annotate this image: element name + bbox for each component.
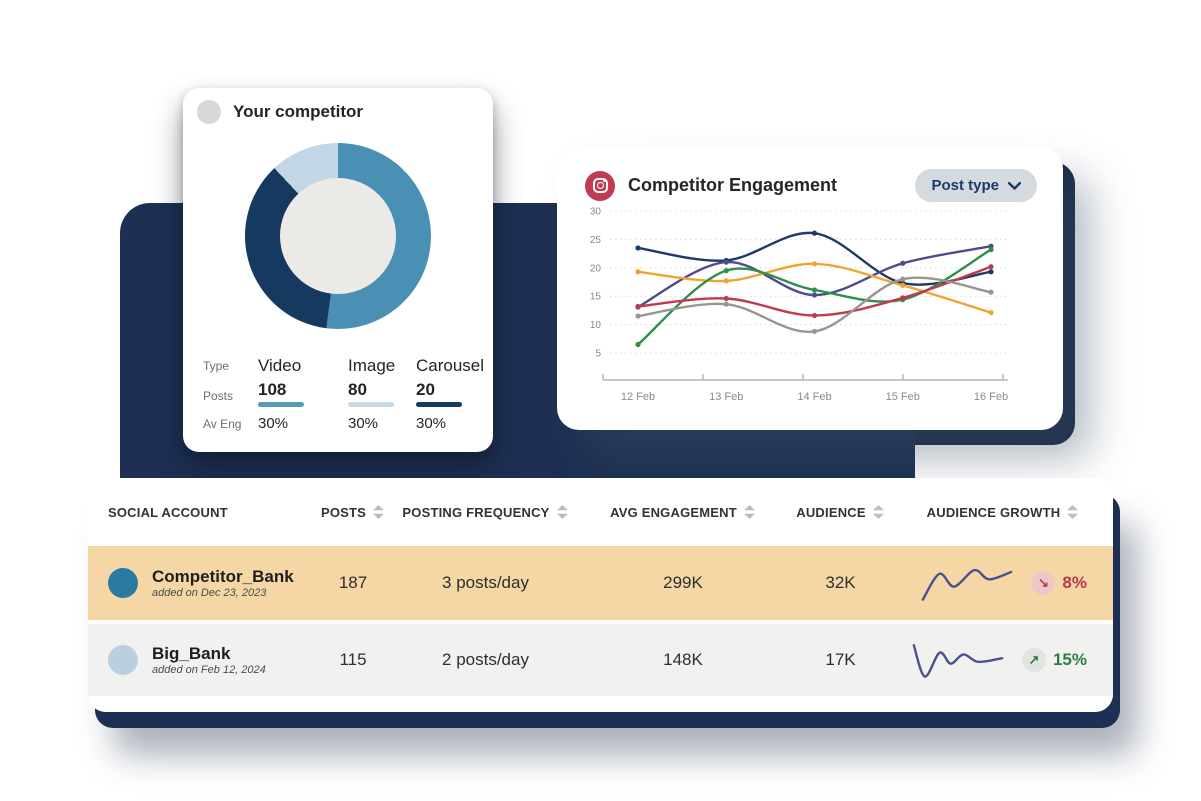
account-added-date: added on Feb 12, 2024 <box>152 663 266 676</box>
legend-type: Video <box>258 356 302 375</box>
legend-posts: 108 <box>258 380 348 411</box>
account-name: Big_Bank <box>152 644 231 664</box>
competitor-engagement-card: Competitor Engagement Post type 5 10 15 20 2… <box>557 147 1063 430</box>
svg-text:15 Feb: 15 Feb <box>886 391 920 403</box>
legend-type: Carousel <box>416 356 485 375</box>
posts-cell: 115 <box>339 650 367 669</box>
engagement-card-title: Competitor Engagement <box>628 175 838 195</box>
account-avatar <box>108 644 138 675</box>
svg-text:5: 5 <box>595 349 601 360</box>
audience-growth-cell: ↘ 8% <box>893 561 1113 605</box>
camera-dot <box>603 180 606 183</box>
trend-down-arrow-icon: ↘ <box>1031 571 1056 595</box>
avg-engagement-cell: 299K <box>663 573 703 592</box>
post-type-dropdown[interactable]: Post type <box>915 169 1037 202</box>
legend-row-label: Posts <box>203 388 234 403</box>
account-avatar <box>108 567 138 598</box>
sort-icon[interactable] <box>1066 504 1079 520</box>
social-accounts-table-card: SOCIAL ACCOUNT POSTS POSTING FREQUENCY A… <box>88 478 1113 712</box>
svg-text:12 Feb: 12 Feb <box>621 391 655 403</box>
pie-legend: Type Video Image Carousel Posts 108 80 2… <box>203 356 484 432</box>
posting-frequency-cell: 3 posts/day <box>442 573 529 592</box>
table-header-row: SOCIAL ACCOUNT POSTS POSTING FREQUENCY A… <box>88 478 1113 546</box>
instagram-icon <box>585 170 615 201</box>
trend-up-arrow-icon: ↗ <box>1021 648 1046 672</box>
header-social-account: SOCIAL ACCOUNT <box>108 504 228 520</box>
header-audience-growth[interactable]: AUDIENCE GROWTH <box>893 504 1113 520</box>
camera-lens <box>596 182 604 189</box>
post-type-donut-chart <box>245 143 431 329</box>
svg-text:13 Feb: 13 Feb <box>709 391 743 403</box>
legend-posts: 80 <box>348 380 416 411</box>
legend-avg-engagement: 30% <box>348 415 379 432</box>
header-posts[interactable]: POSTS <box>313 504 393 520</box>
growth-sparkline <box>922 568 1013 601</box>
svg-text:20: 20 <box>590 263 602 274</box>
table-row-competitor-bank[interactable]: Competitor_Bank added on Dec 23, 2023 18… <box>88 546 1113 620</box>
chevron-down-icon <box>1008 181 1021 190</box>
audience-cell: 17K <box>825 650 856 669</box>
camera-body <box>592 178 608 193</box>
legend-row-label: Av Eng <box>203 416 242 431</box>
donut-hole <box>280 178 396 294</box>
growth-percent: 15% <box>1052 650 1087 669</box>
social-accounts-table: SOCIAL ACCOUNT POSTS POSTING FREQUENCY A… <box>88 478 1113 712</box>
competitor-avatar <box>197 100 221 124</box>
sort-icon[interactable] <box>556 504 569 520</box>
legend-type: Image <box>348 356 396 375</box>
posts-cell: 187 <box>338 573 368 592</box>
account-name: Competitor_Bank <box>152 567 294 587</box>
legend-posts: 20 <box>416 380 484 411</box>
audience-cell: 32K <box>825 573 856 592</box>
legend-avg-engagement: 30% <box>258 415 289 432</box>
growth-badge: ↘ 8% <box>1031 571 1087 595</box>
pie-card-title: Your competitor <box>233 102 364 121</box>
header-avg-engagement[interactable]: AVG ENGAGEMENT <box>578 504 788 520</box>
svg-text:10: 10 <box>590 320 602 331</box>
growth-badge: ↗ 15% <box>1021 648 1087 672</box>
svg-text:16 Feb: 16 Feb <box>974 391 1008 403</box>
header-audience[interactable]: AUDIENCE <box>788 504 893 520</box>
audience-growth-cell: ↗ 15% <box>893 638 1113 682</box>
table-row-big-bank[interactable]: Big_Bank added on Feb 12, 2024 115 2 pos… <box>88 624 1113 696</box>
svg-text:15: 15 <box>590 292 602 303</box>
growth-sparkline <box>912 644 1004 678</box>
sort-icon[interactable] <box>372 504 385 520</box>
legend-avg-engagement: 30% <box>416 415 447 432</box>
sort-icon[interactable] <box>743 504 756 520</box>
legend-color-bar <box>348 402 394 407</box>
account-cell: Big_Bank added on Feb 12, 2024 <box>88 644 313 676</box>
svg-text:25: 25 <box>590 235 602 246</box>
legend-color-bar <box>416 402 462 407</box>
svg-text:30: 30 <box>590 207 602 218</box>
account-cell: Competitor_Bank added on Dec 23, 2023 <box>88 567 313 599</box>
growth-percent: 8% <box>1062 573 1087 592</box>
legend-color-bar <box>258 402 304 407</box>
legend-row-label: Type <box>203 359 230 373</box>
engagement-card-header: Competitor Engagement Post type <box>585 169 1037 202</box>
engagement-line-chart: 5 10 15 20 25 30 12 Feb 13 Feb 14 Feb 15 Feb 16 Fe… <box>590 207 1010 403</box>
header-posting-frequency[interactable]: POSTING FREQUENCY <box>393 504 578 520</box>
pie-card-header: Your competitor <box>197 100 363 124</box>
competitor-post-type-card: Your competitor Type Video Image Carouse… <box>183 88 493 452</box>
svg-text:14 Feb: 14 Feb <box>797 391 831 403</box>
sort-icon[interactable] <box>872 504 885 520</box>
posting-frequency-cell: 2 posts/day <box>442 650 529 669</box>
avg-engagement-cell: 148K <box>663 650 703 669</box>
account-added-date: added on Dec 23, 2023 <box>152 586 267 599</box>
